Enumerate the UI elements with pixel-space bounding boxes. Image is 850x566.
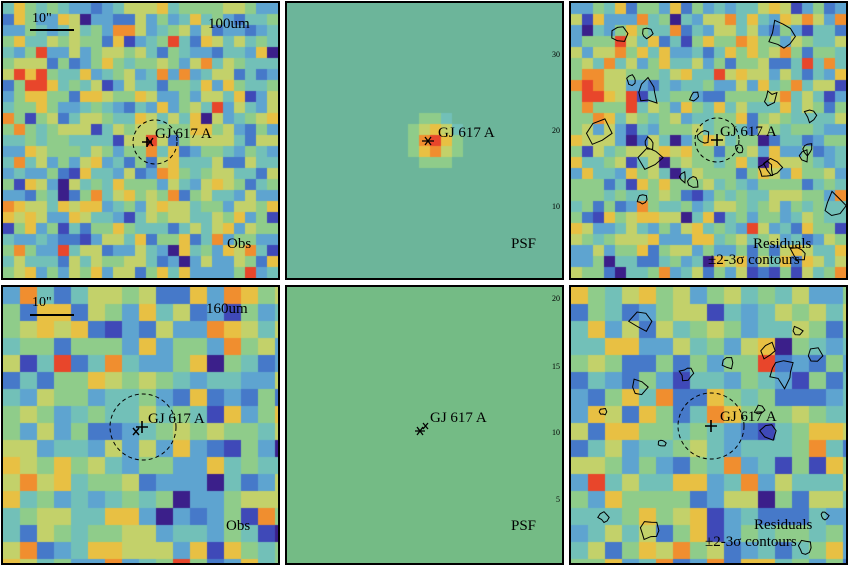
- panel-psf-160um: 20 15 10 5 GJ 617 A PSF: [285, 285, 564, 565]
- aperture-circle: [677, 392, 745, 460]
- residual-contour: [678, 367, 695, 382]
- residual-contour: [759, 424, 777, 441]
- residual-contour: [792, 325, 804, 336]
- residual-contour: [803, 109, 818, 124]
- panel-label-residuals: Residuals: [753, 236, 812, 252]
- residual-contour: [789, 247, 806, 261]
- axis-tick: 5: [556, 495, 560, 504]
- target-label: GJ 617 A: [720, 409, 777, 425]
- panel-label-residuals: Residuals: [754, 517, 813, 533]
- residual-contour: [696, 129, 710, 144]
- overlay-psf-100um: [422, 136, 434, 146]
- band-label: 100um: [208, 16, 250, 32]
- aperture-circle: [694, 117, 740, 163]
- contours-residuals-160um: [597, 311, 830, 555]
- residual-contour: [797, 539, 812, 555]
- axis-tick: 15: [552, 362, 560, 371]
- panel-residuals-160um: GJ 617 A Residuals ±2-3σ contours: [569, 285, 848, 565]
- obs-image-160um: [3, 287, 278, 563]
- panel-label-contours: ±2-3σ contours: [705, 534, 797, 550]
- overlay-obs-100um: [132, 119, 178, 165]
- target-star-marker: [146, 137, 154, 147]
- band-label: 160um: [206, 301, 248, 317]
- residual-contour: [598, 407, 608, 416]
- scale-bar-label: 10": [32, 11, 52, 26]
- residual-contour: [678, 170, 686, 184]
- scale-bar: [30, 29, 74, 31]
- target-label: GJ 617 A: [430, 410, 487, 426]
- overlay-obs-160um: [109, 393, 177, 461]
- residual-contour: [820, 511, 830, 521]
- target-star-marker: [132, 427, 140, 436]
- target-cross-marker: [705, 420, 717, 432]
- axis-tick: 20: [552, 294, 560, 303]
- axis-tick: 20: [552, 126, 560, 135]
- target-cross-marker: [711, 134, 723, 146]
- contours-residuals-100um: [585, 19, 846, 261]
- residual-contour: [585, 118, 613, 145]
- panel-label-obs: Obs: [226, 518, 251, 534]
- panel-psf-100um: 30 20 10 GJ 617 A PSF: [285, 1, 564, 280]
- residual-contour: [626, 74, 636, 87]
- residual-contour: [762, 157, 784, 177]
- residual-contour: [638, 76, 658, 104]
- overlay-psf-160um: [415, 422, 429, 436]
- residual-contour: [688, 91, 700, 102]
- target-cross-marker: [136, 421, 148, 433]
- target-star-marker: [422, 136, 434, 146]
- residual-contour: [734, 144, 744, 154]
- target-label: GJ 617 A: [148, 411, 205, 427]
- axis-tick: 10: [552, 202, 560, 211]
- aperture-circle: [109, 393, 177, 461]
- residual-contour: [802, 143, 813, 157]
- residual-contour: [642, 27, 654, 40]
- target-star-marker: [415, 422, 429, 436]
- residual-contour: [798, 149, 809, 163]
- residual-contour: [768, 19, 797, 49]
- residual-contour: [597, 511, 610, 524]
- target-label: GJ 617 A: [720, 124, 777, 140]
- residual-contour: [769, 360, 794, 390]
- residual-contour: [632, 378, 649, 396]
- residual-contour: [763, 90, 778, 107]
- residual-contour: [636, 194, 648, 205]
- residual-contour: [639, 521, 660, 541]
- target-label: GJ 617 A: [155, 126, 212, 142]
- panel-label-psf: PSF: [511, 236, 537, 252]
- residual-contour: [611, 26, 629, 42]
- residual-contour: [757, 160, 774, 177]
- panel-label-psf: PSF: [511, 518, 537, 534]
- residuals-image-160um: [571, 287, 846, 563]
- aperture-circle: [132, 119, 178, 165]
- panel-residuals-100um: GJ 617 A Residuals ±2-3σ contours: [569, 1, 848, 280]
- panel-label-obs: Obs: [227, 236, 252, 252]
- panel-label-contours: ±2-3σ contours: [708, 252, 800, 268]
- residual-contour: [760, 341, 776, 360]
- residual-contour: [753, 404, 766, 415]
- axis-tick: 10: [552, 428, 560, 437]
- residual-contour: [644, 135, 654, 150]
- residual-contour: [824, 190, 846, 217]
- residual-contour: [637, 147, 664, 170]
- axis-tick: 30: [552, 50, 560, 59]
- obs-image-100um: [3, 3, 278, 278]
- target-label: GJ 617 A: [438, 125, 495, 141]
- residual-contour: [686, 176, 699, 188]
- residual-contour: [807, 347, 824, 362]
- residual-contour: [657, 439, 667, 447]
- scale-bar: [30, 314, 74, 316]
- residual-contour: [627, 311, 653, 332]
- panel-obs-100um: 10" 100um GJ 617 A Obs: [1, 1, 280, 280]
- residual-contour: [721, 357, 734, 370]
- panel-obs-160um: 10" 160um GJ 617 A Obs: [1, 285, 280, 565]
- scale-bar-label: 10": [32, 295, 52, 310]
